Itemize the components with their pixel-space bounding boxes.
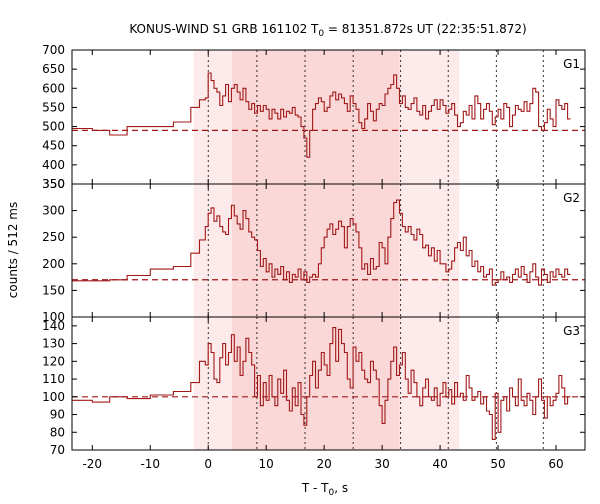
x-tick-label: -20 [82, 457, 102, 471]
y-tick-label: 130 [42, 337, 65, 351]
panel-g1: 350 400 450 500 550 600 650 700 G1 [42, 43, 586, 191]
y-tick-label: 70 [50, 443, 65, 457]
panel-g3: 70 80 90 100 110 120 130 140 G3 [42, 316, 586, 457]
x-tick-label: 20 [317, 457, 332, 471]
y-tick-label: 550 [42, 100, 65, 114]
y-tick-label: 350 [42, 177, 65, 191]
x-tick-label: 10 [259, 457, 274, 471]
x-tick-label: 60 [548, 457, 563, 471]
y-tick-label: 140 [42, 319, 65, 333]
y-tick-label: 100 [42, 390, 65, 404]
light-curve-g3 [72, 327, 571, 440]
x-tick-label: 0 [204, 457, 212, 471]
y-tick-label: 600 [42, 81, 65, 95]
panel-g2: 100 150 200 250 300 350 G2 [42, 177, 586, 324]
light-curve-g1 [72, 72, 571, 158]
y-tick-label: 100 [42, 310, 65, 324]
y-tick-label: 110 [42, 372, 65, 386]
y-tick-label: 80 [50, 425, 65, 439]
y-tick-label: 250 [42, 230, 65, 244]
plot-layer: 350400450500550600650700G110015020025030… [42, 43, 586, 471]
panel-label-g3: G3 [563, 324, 580, 338]
y-tick-label: 90 [50, 408, 65, 422]
y-tick-label: 150 [42, 283, 65, 297]
x-tick-label: 30 [374, 457, 389, 471]
y-tick-label: 400 [42, 158, 65, 172]
y-tick-label: 200 [42, 257, 65, 271]
light-curve-g2 [72, 199, 571, 286]
y-tick-label: 500 [42, 120, 65, 134]
x-axis-label: T - T0, s [301, 481, 348, 498]
x-tick-label: 40 [432, 457, 447, 471]
panel-frame [71, 316, 586, 451]
x-tick-label: 50 [490, 457, 505, 471]
y-tick-label: 300 [42, 204, 65, 218]
y-tick-label: 650 [42, 62, 65, 76]
y-tick-label: 350 [42, 177, 65, 191]
shaded-interval-inner [231, 50, 400, 184]
panel-label-g1: G1 [563, 57, 580, 71]
x-tick-label: -10 [140, 457, 160, 471]
y-tick-label: 700 [42, 43, 65, 57]
panel-label-g2: G2 [563, 191, 580, 205]
y-tick-label: 120 [42, 354, 65, 368]
y-tick-label: 450 [42, 139, 65, 153]
y-axis-label: counts / 512 ms [6, 202, 20, 298]
chart-title: KONUS-WIND S1 GRB 161102 T0 = 81351.872s… [129, 22, 526, 39]
